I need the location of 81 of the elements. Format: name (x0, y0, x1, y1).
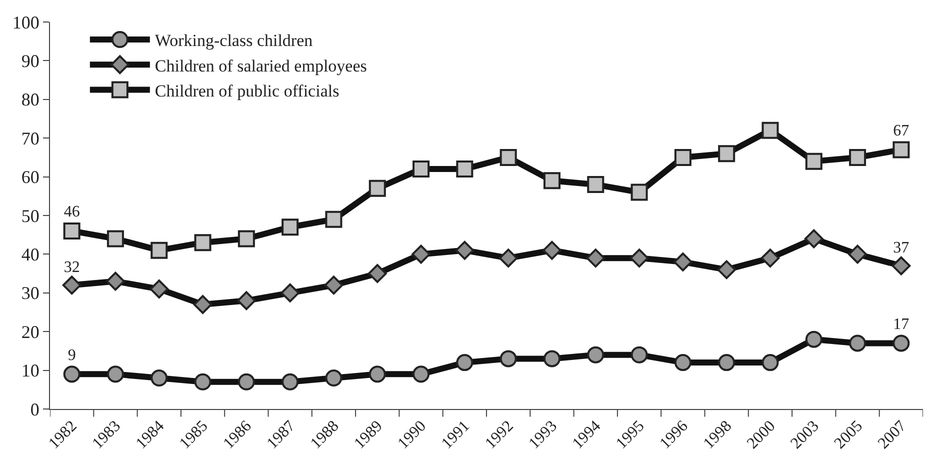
point (848, 244, 867, 264)
point (325, 370, 342, 387)
point (194, 373, 212, 390)
point (498, 248, 518, 268)
data-label: 9 (68, 346, 76, 364)
point (500, 148, 517, 166)
point (456, 160, 474, 178)
point (412, 244, 430, 264)
data-label: 67 (893, 122, 910, 140)
y-tick-label: 60 (21, 167, 40, 188)
point (630, 184, 648, 201)
point (63, 222, 80, 240)
point (412, 160, 430, 178)
y-tick-label: 50 (21, 206, 40, 226)
point (63, 366, 80, 383)
point (368, 264, 387, 283)
point (412, 366, 430, 383)
point (456, 354, 474, 372)
point (586, 248, 606, 268)
y-tick-label: 30 (21, 283, 40, 304)
point (62, 276, 82, 295)
data-label: 17 (893, 316, 910, 333)
point (106, 272, 125, 291)
point (630, 346, 648, 364)
y-tick-label: 0 (30, 399, 40, 420)
point (673, 252, 692, 272)
legend-label: Children of public officials (154, 81, 340, 100)
point (368, 180, 386, 197)
x-tick-label: 1991 (438, 418, 474, 452)
point (762, 122, 779, 139)
point (194, 234, 212, 252)
point (805, 152, 822, 170)
point (150, 370, 168, 387)
y-tick-label: 100 (12, 12, 40, 32)
y-tick-label: 10 (21, 360, 40, 381)
y-tick-label: 40 (21, 244, 40, 264)
point (238, 373, 255, 390)
point (282, 373, 299, 390)
point (674, 354, 692, 372)
point (892, 141, 910, 158)
legend-label: Working-class children (154, 31, 314, 50)
point (106, 366, 124, 383)
point (150, 242, 168, 259)
point (368, 366, 386, 383)
point (325, 210, 342, 228)
point (717, 260, 736, 280)
point (630, 248, 649, 268)
point (106, 230, 124, 248)
point (587, 346, 604, 364)
y-tick-label: 80 (21, 90, 40, 110)
data-label: 32 (64, 259, 80, 276)
point (892, 256, 911, 276)
point (892, 334, 910, 352)
point (542, 240, 562, 260)
point (718, 354, 736, 372)
point (238, 230, 255, 248)
point (805, 330, 822, 348)
point (849, 148, 866, 166)
data-label: 46 (64, 204, 80, 221)
point (500, 350, 517, 368)
point (282, 218, 299, 236)
legend-label: Children of salaried employees (154, 56, 367, 76)
point (193, 295, 212, 314)
point (455, 240, 474, 260)
point (236, 291, 256, 310)
y-tick-label: 90 (21, 51, 40, 71)
point (324, 276, 344, 295)
point (280, 283, 300, 302)
y-tick-label: 70 (21, 128, 40, 148)
y-tick-label: 20 (21, 322, 40, 342)
point (718, 145, 736, 162)
point (804, 229, 824, 248)
point (762, 354, 779, 372)
point (760, 248, 780, 268)
point (849, 334, 866, 352)
point (150, 280, 169, 298)
point (674, 148, 692, 166)
data-label: 37 (893, 240, 910, 257)
point (543, 172, 560, 190)
point (587, 176, 604, 194)
point (543, 350, 560, 368)
